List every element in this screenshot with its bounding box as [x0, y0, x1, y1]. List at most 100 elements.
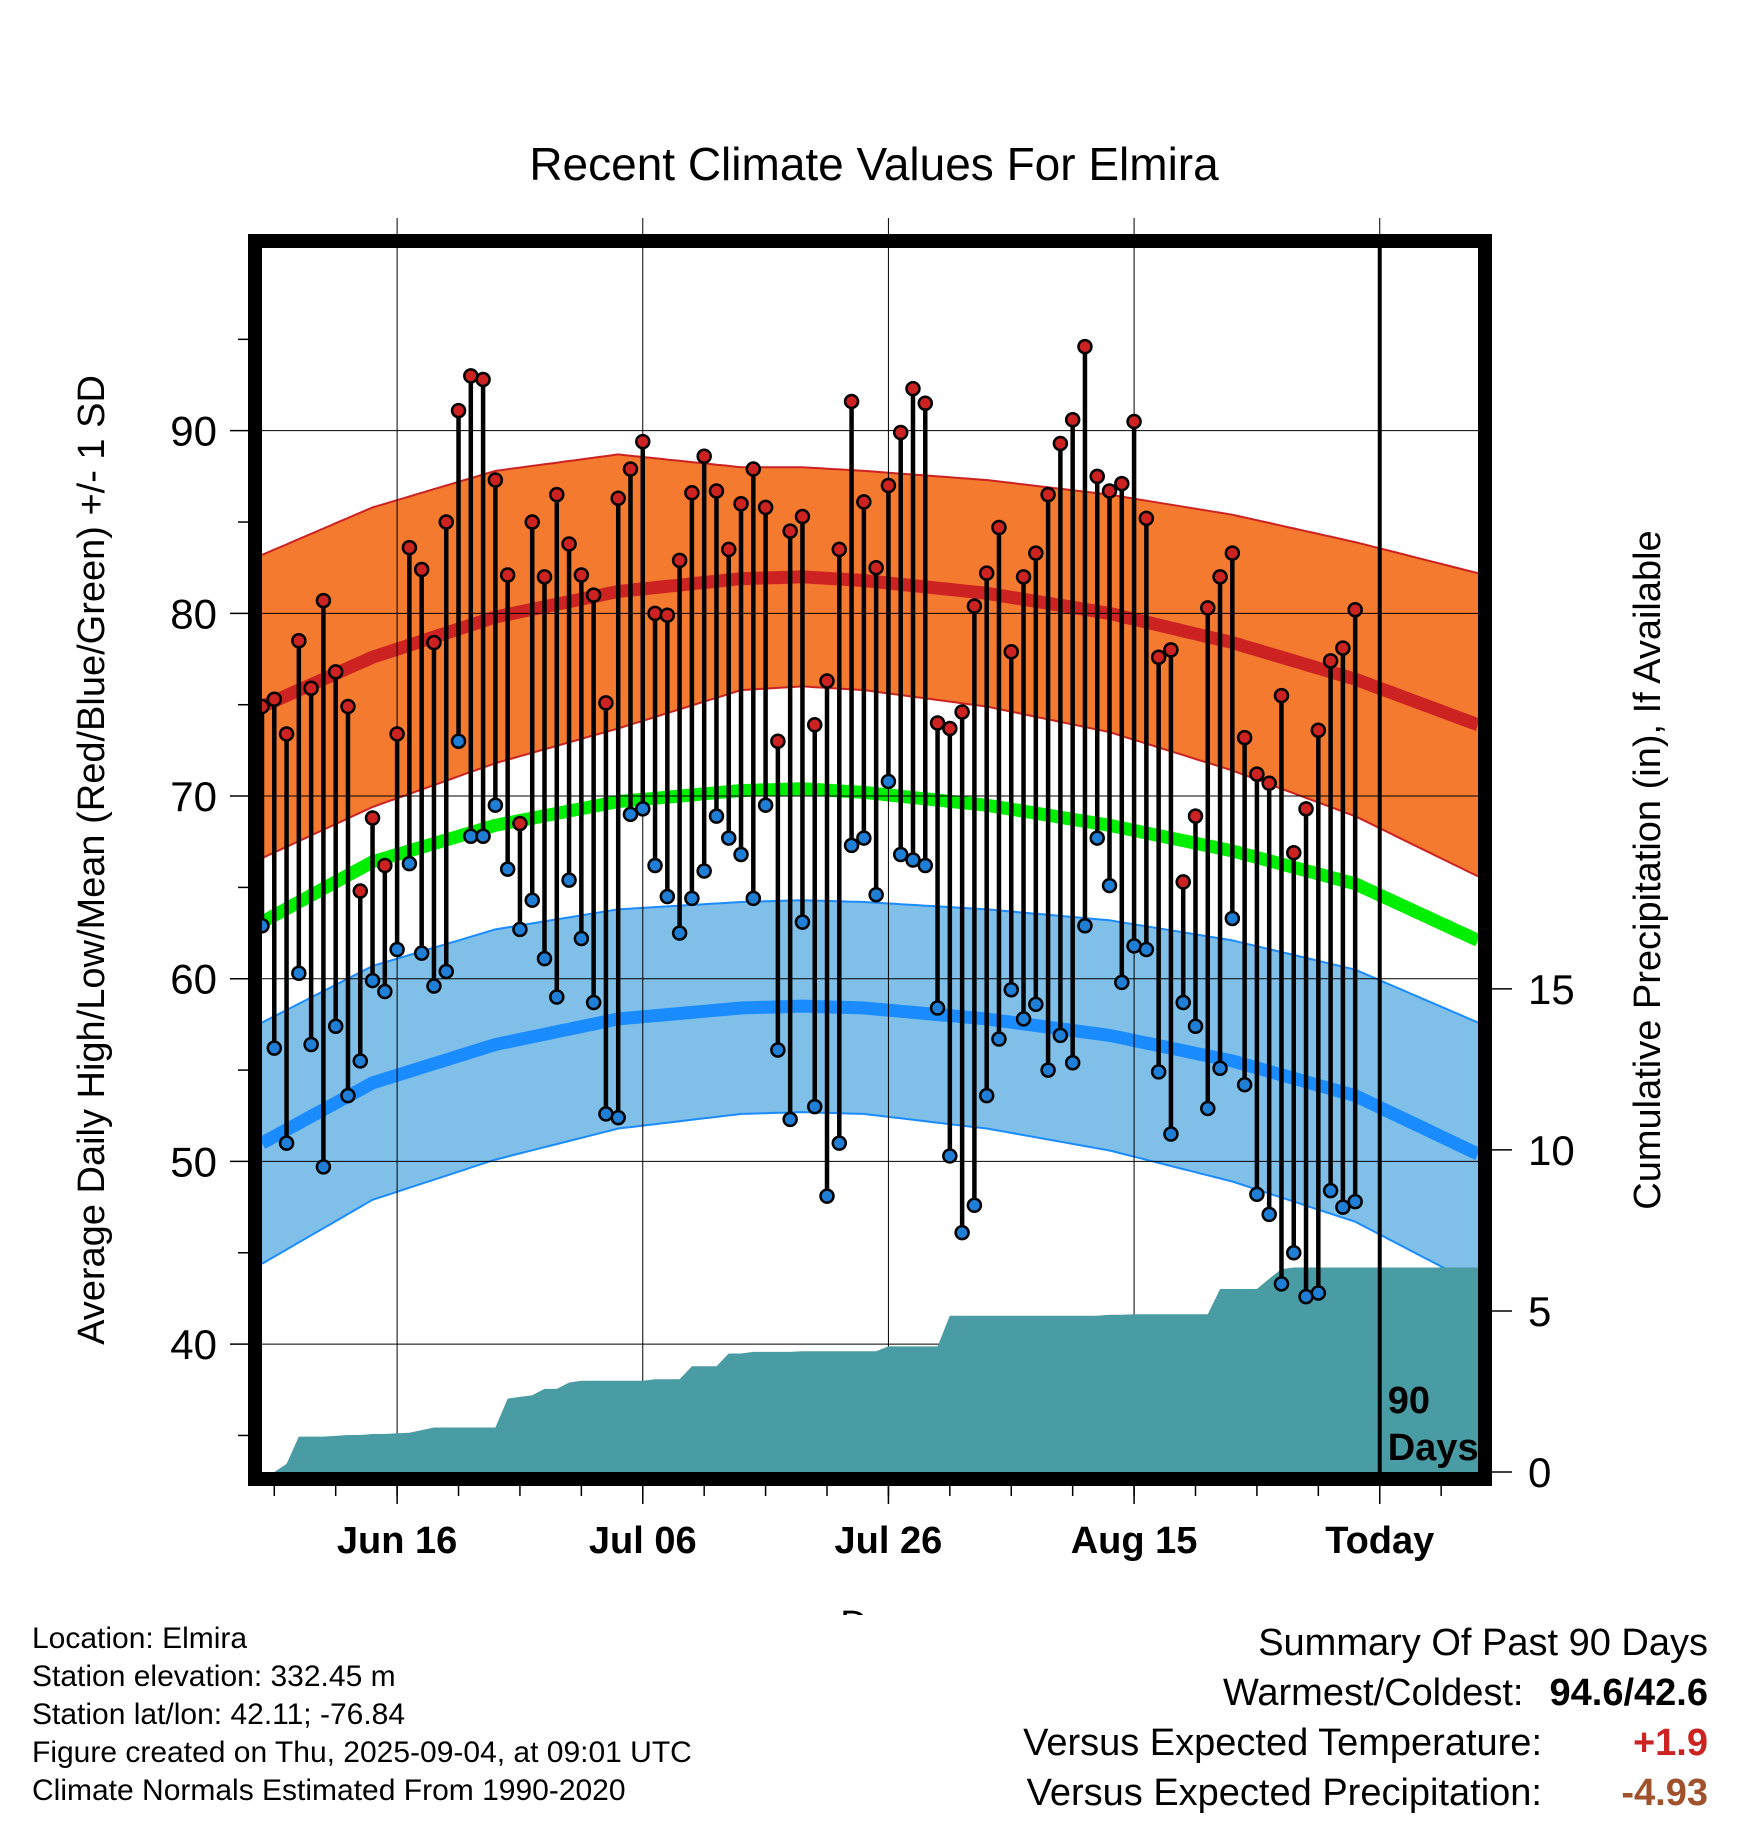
y-right-tick-label: 10 [1528, 1127, 1575, 1174]
station-info: Location: Elmira Station elevation: 332.… [32, 1620, 692, 1810]
daily-markers [254, 338, 1363, 1305]
daily-high-marker [1347, 601, 1363, 618]
daily-low-marker [671, 925, 688, 941]
daily-low-marker [364, 972, 381, 989]
daily-high-marker [340, 698, 356, 715]
normal-high-line [259, 570, 1481, 731]
daily-high-marker [1322, 653, 1339, 669]
daily-high-marker [1335, 640, 1351, 656]
daily-low-marker [487, 797, 504, 813]
y-tick-label: 60 [170, 956, 217, 1003]
daily-high-marker [585, 587, 602, 603]
elevation-text: Station elevation: 332.45 m [32, 1660, 396, 1693]
warmest-value: 94.6 [1549, 1672, 1624, 1714]
daily-low-marker [585, 994, 602, 1011]
precip-anomaly-row: Versus Expected Precipitation: -4.93 [1023, 1768, 1708, 1818]
daily-high-marker [1089, 468, 1105, 485]
daily-low-marker [1347, 1193, 1363, 1210]
daily-low-marker [1114, 974, 1130, 991]
daily-high-marker [536, 569, 553, 585]
daily-high-marker [806, 717, 823, 733]
daily-low-marker [635, 801, 651, 817]
daily-high-marker [377, 857, 393, 874]
daily-low-marker [733, 846, 749, 863]
daily-high-marker [1163, 642, 1179, 658]
y-axis-label: Average Daily High/Low/Mean (Red/Blue/Gr… [71, 375, 113, 1345]
daily-high-marker [327, 664, 344, 680]
daily-high-marker [1028, 545, 1044, 561]
daily-low-marker [684, 890, 700, 907]
daily-high-marker [1200, 600, 1216, 616]
daily-low-marker [561, 872, 577, 888]
daily-high-marker [1310, 722, 1327, 739]
temp-anomaly-value: +1.9 [1632, 1722, 1708, 1764]
daily-low-marker [1187, 1018, 1204, 1034]
y-tick-label: 40 [170, 1321, 217, 1368]
y-tick-label: 80 [170, 590, 217, 637]
daily-high-marker [450, 402, 467, 419]
daily-low-marker [1298, 1288, 1314, 1305]
daily-low-marker [720, 830, 737, 846]
daily-low-marker [978, 1087, 995, 1104]
chart-labels: Recent Climate Values For Elmira Day Avera… [71, 138, 1669, 1615]
warm-cold-row: Warmest/Coldest: 94.6/42.6 [1023, 1668, 1708, 1718]
daily-high-marker [1187, 808, 1204, 824]
daily-low-marker [1310, 1285, 1327, 1301]
warm-cold-separator: / [1623, 1672, 1635, 1714]
daily-high-marker [1273, 687, 1290, 704]
low-band-lower-edge [261, 1111, 1479, 1287]
x-axis-label: Day [840, 1604, 908, 1615]
daily-low-marker [573, 930, 590, 947]
location-text: Location: Elmira [32, 1622, 248, 1655]
daily-high-marker [610, 490, 626, 507]
daily-low-marker [1212, 1060, 1228, 1077]
daily-high-marker [389, 726, 405, 742]
daily-high-marker [696, 448, 712, 465]
daily-high-marker [966, 598, 983, 614]
daily-high-marker [1114, 475, 1130, 492]
daily-low-marker [377, 983, 393, 1000]
daily-high-marker [463, 368, 479, 384]
y-right-tick-label: 15 [1528, 966, 1575, 1013]
daily-high-marker [757, 499, 774, 516]
daily-high-marker [905, 380, 921, 397]
daily-high-marker [426, 634, 442, 651]
daily-high-marker [1224, 545, 1241, 561]
x-tick-label: Jun 16 [337, 1520, 457, 1562]
daily-low-marker [892, 846, 909, 863]
daily-high-marker [278, 726, 295, 742]
y-right-tick-label: 0 [1528, 1449, 1551, 1496]
daily-low-marker [1322, 1182, 1339, 1199]
y-tick-label: 50 [170, 1138, 217, 1185]
daily-high-marker [868, 559, 884, 576]
daily-high-marker [1101, 483, 1118, 499]
x-tick-label: Jul 26 [835, 1520, 943, 1562]
latlon-text: Station lat/lon: 42.11; -76.84 [32, 1698, 406, 1731]
daily-low-marker [1249, 1186, 1265, 1203]
x-tick-label: Aug 15 [1071, 1520, 1198, 1562]
daily-low-marker [610, 1109, 626, 1126]
daily-high-marker [401, 539, 418, 556]
daily-low-marker [954, 1224, 970, 1241]
high-band-upper-edge [261, 453, 1479, 575]
daily-low-marker [475, 828, 491, 845]
daily-high-marker [659, 607, 676, 623]
summary-panel: Summary Of Past 90 Days Warmest/Coldest:… [1023, 1618, 1708, 1818]
daily-low-marker [536, 950, 553, 967]
low-sd-band [262, 900, 1478, 1286]
daily-low-marker [708, 808, 725, 824]
daily-high-marker [1126, 413, 1142, 430]
daily-low-marker [598, 1106, 614, 1122]
y-right-tick-label: 5 [1528, 1288, 1551, 1335]
daily-high-marker [929, 715, 946, 731]
precip-anomaly-label: Versus Expected Precipitation: [1026, 1772, 1542, 1814]
daily-low-marker [1040, 1062, 1056, 1078]
daily-low-marker [757, 797, 774, 813]
daily-high-marker [475, 371, 491, 388]
daily-low-marker [278, 1135, 295, 1151]
daily-low-marker [1273, 1276, 1290, 1292]
daily-low-marker [745, 890, 762, 907]
today-days-label: 90 [1388, 1380, 1430, 1422]
daily-low-marker [1052, 1027, 1069, 1044]
daily-low-marker [966, 1197, 983, 1214]
